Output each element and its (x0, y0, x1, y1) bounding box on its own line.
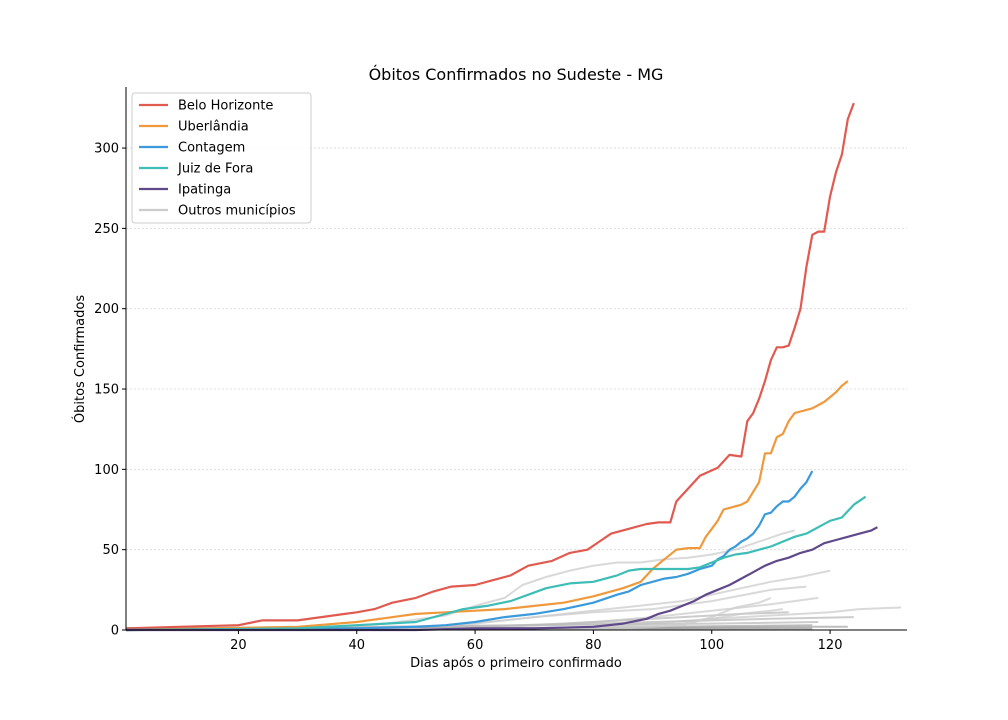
series-line-juiz-de-fora (125, 495, 867, 632)
highlight-series-layer (125, 102, 878, 632)
x-tick-label-80: 80 (585, 638, 602, 653)
series-line-belo-horizonte (125, 102, 855, 630)
y-tick-label-50: 50 (102, 543, 119, 558)
series-line-other-1 (125, 529, 795, 631)
series-line-ipatinga (126, 526, 878, 632)
chart-title: Óbitos Confirmados no Sudeste - MG (369, 65, 664, 84)
legend-label-juiz-de-fora: Juiz de Fora (177, 162, 253, 177)
y-tick-label-0: 0 (111, 624, 119, 639)
x-tick-label-20: 20 (230, 638, 247, 653)
y-axis-title: Óbitos Confirmados (72, 295, 88, 423)
x-tick-label-60: 60 (467, 638, 484, 653)
y-tick-label-200: 200 (94, 302, 119, 317)
legend-label-outros-municipios: Outros municípios (178, 204, 296, 219)
legend: Belo Horizonte Uberlândia Contagem Juiz de … (131, 92, 312, 224)
series-line-uberlandia (125, 380, 849, 632)
y-tick-label-300: 300 (94, 142, 119, 157)
ticks-layer: 20 40 60 80 100 120 0 50 100 150 200 250 300 (94, 142, 842, 653)
y-tick-label-250: 250 (94, 222, 119, 237)
y-tick-label-100: 100 (94, 463, 119, 478)
axes-layer (125, 87, 907, 631)
legend-frame (131, 92, 312, 224)
x-axis-title: Dias após o primeiro confirmado (410, 656, 622, 671)
x-tick-label-120: 120 (818, 638, 843, 653)
legend-label-belo-horizonte: Belo Horizonte (178, 99, 273, 114)
x-tick-label-40: 40 (348, 638, 365, 653)
y-tick-label-150: 150 (94, 383, 119, 398)
legend-label-ipatinga: Ipatinga (178, 183, 231, 198)
legend-label-contagem: Contagem (178, 141, 245, 156)
x-tick-label-100: 100 (699, 638, 724, 653)
series-line-other-12 (125, 596, 772, 631)
legend-label-uberlandia: Uberlândia (178, 120, 249, 135)
series-line-contagem (125, 470, 814, 632)
